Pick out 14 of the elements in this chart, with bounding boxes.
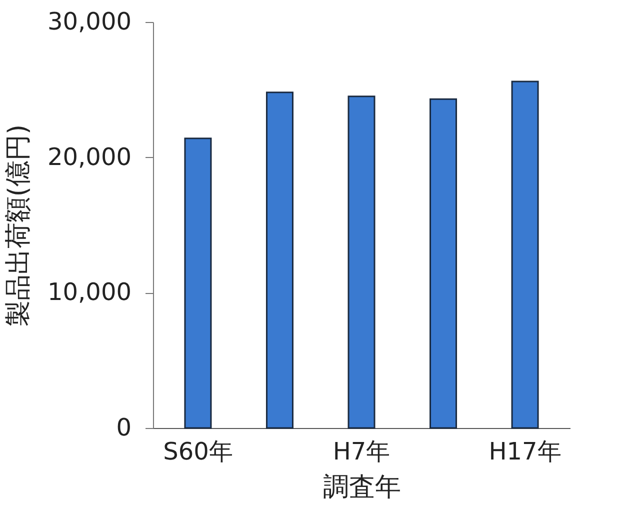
y-tick-label: 20,000 xyxy=(48,142,132,171)
y-axis-title: 製品出荷額(億円) xyxy=(4,124,34,327)
x-tick-label: H7年 xyxy=(332,438,390,466)
x-tick-label: H17年 xyxy=(488,438,562,466)
y-tick-label: 0 xyxy=(116,414,132,442)
bar xyxy=(184,138,212,429)
x-axis-title: 調査年 xyxy=(323,472,401,502)
bar xyxy=(430,98,458,429)
y-tick-label: 30,000 xyxy=(48,8,132,36)
bar xyxy=(348,96,376,429)
bar xyxy=(511,80,539,429)
x-tick-label: S60年 xyxy=(163,438,233,466)
y-tick-label: 10,000 xyxy=(48,278,132,306)
bar xyxy=(266,92,294,429)
